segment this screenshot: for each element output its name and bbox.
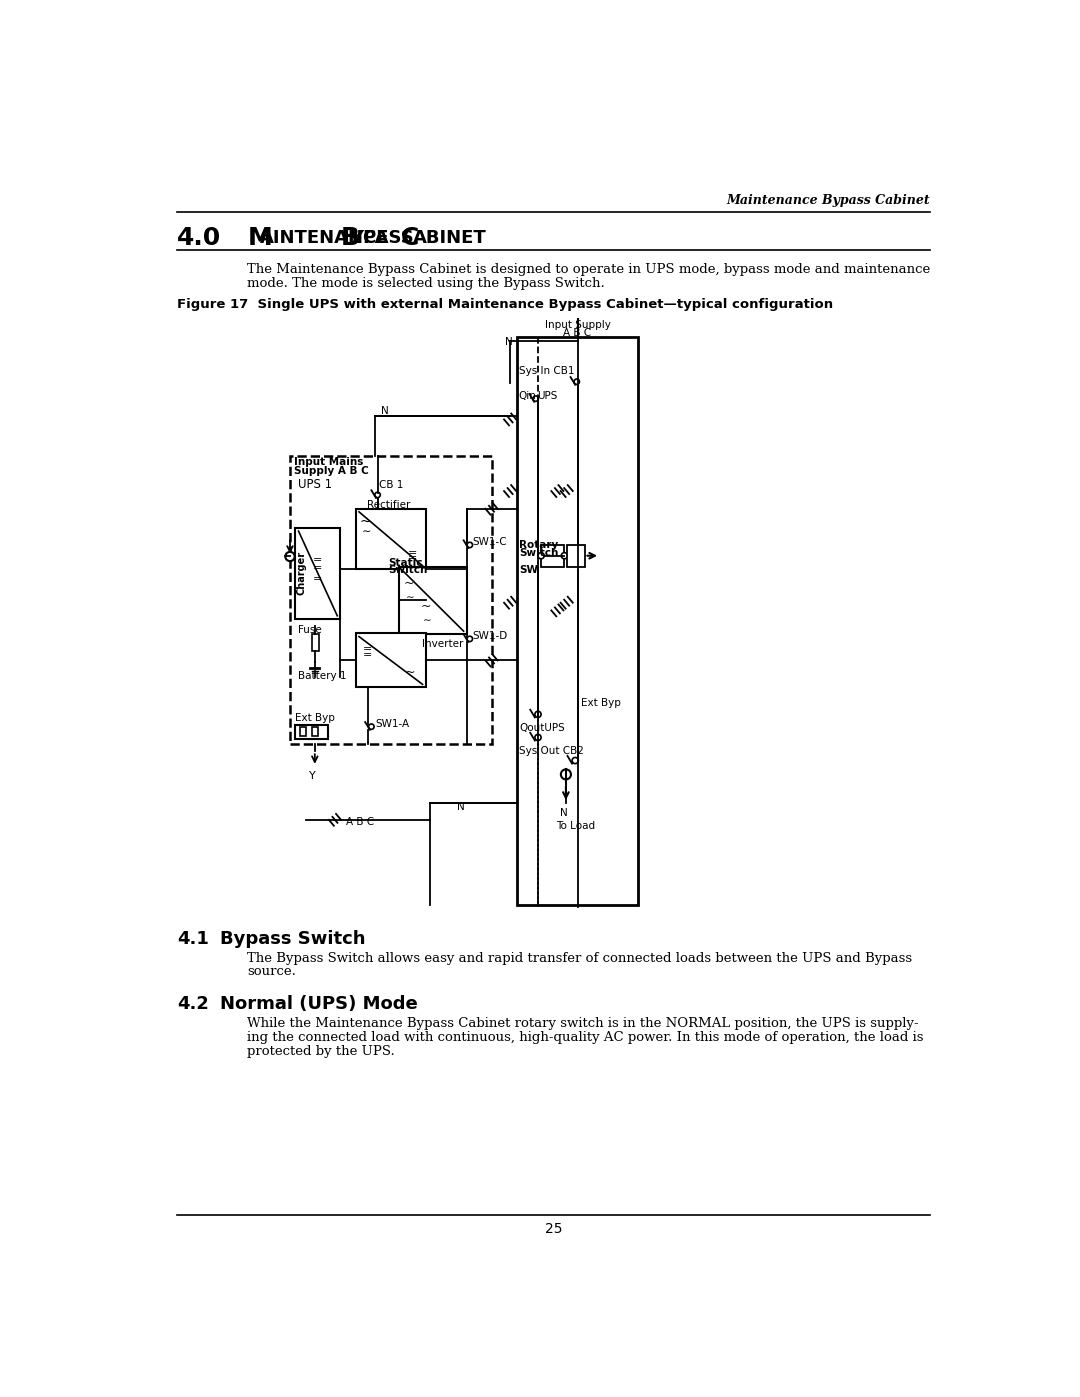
- Text: N: N: [381, 407, 389, 416]
- Circle shape: [561, 770, 571, 780]
- Text: ~: ~: [403, 577, 414, 590]
- Circle shape: [575, 379, 580, 384]
- Bar: [296, 528, 340, 619]
- Text: 4.0: 4.0: [177, 226, 221, 250]
- Text: The Maintenance Bypass Cabinet is designed to operate in UPS mode, bypass mode a: The Maintenance Bypass Cabinet is design…: [247, 263, 931, 275]
- Text: N: N: [505, 337, 513, 346]
- Text: =: =: [408, 548, 417, 557]
- Text: =: =: [313, 574, 323, 584]
- Text: Switch: Switch: [389, 566, 428, 576]
- Text: Input Supply: Input Supply: [544, 320, 610, 331]
- Text: Bypass Switch: Bypass Switch: [220, 930, 366, 949]
- Text: SW1-A: SW1-A: [375, 718, 409, 729]
- Text: protected by the UPS.: protected by the UPS.: [247, 1045, 395, 1058]
- Text: Switch: Switch: [519, 549, 558, 559]
- Circle shape: [467, 542, 473, 548]
- Text: Sys In CB1: Sys In CB1: [518, 366, 575, 376]
- Circle shape: [532, 395, 539, 401]
- Text: =: =: [408, 553, 417, 563]
- Text: Maintenance Bypass Cabinet: Maintenance Bypass Cabinet: [727, 194, 930, 207]
- Text: 4.1: 4.1: [177, 930, 208, 949]
- Text: A B C: A B C: [346, 817, 374, 827]
- Circle shape: [535, 711, 541, 718]
- Text: =: =: [313, 563, 323, 573]
- Text: ~: ~: [360, 515, 372, 529]
- Text: While the Maintenance Bypass Cabinet rotary switch is in the NORMAL position, th: While the Maintenance Bypass Cabinet rot…: [247, 1017, 919, 1030]
- Text: UPS: UPS: [537, 391, 557, 401]
- Bar: [300, 728, 307, 736]
- Text: B: B: [340, 226, 360, 250]
- Bar: [356, 633, 426, 687]
- Circle shape: [375, 492, 380, 497]
- Text: N: N: [457, 802, 464, 812]
- Text: Normal (UPS) Mode: Normal (UPS) Mode: [220, 996, 418, 1013]
- Circle shape: [368, 724, 374, 729]
- Text: SW: SW: [519, 564, 539, 574]
- Text: 4.2: 4.2: [177, 996, 208, 1013]
- Text: 25: 25: [544, 1222, 563, 1236]
- Text: N: N: [561, 807, 568, 817]
- Bar: [399, 567, 467, 634]
- Text: C: C: [401, 226, 419, 250]
- Bar: [291, 457, 491, 743]
- Text: Static: Static: [389, 557, 423, 567]
- Text: Rotary: Rotary: [519, 539, 558, 550]
- Text: =: =: [363, 650, 373, 659]
- Text: $\sim$: $\sim$: [403, 590, 415, 599]
- Bar: [296, 725, 328, 739]
- Bar: [567, 545, 584, 567]
- Text: UPS 1: UPS 1: [298, 478, 332, 492]
- Text: To Load: To Load: [556, 821, 595, 831]
- Text: ~: ~: [405, 665, 416, 679]
- Text: YPASS: YPASS: [350, 229, 415, 247]
- Text: Fuse: Fuse: [298, 624, 322, 634]
- Bar: [541, 545, 565, 567]
- Text: ABINET: ABINET: [413, 229, 486, 247]
- Text: SW1-C: SW1-C: [472, 536, 507, 546]
- Text: QoutUPS: QoutUPS: [519, 724, 565, 733]
- Text: ~: ~: [420, 601, 431, 613]
- Text: =: =: [313, 556, 323, 566]
- Text: A B C: A B C: [564, 328, 592, 338]
- Text: Supply A B C: Supply A B C: [294, 467, 368, 476]
- Circle shape: [572, 757, 578, 764]
- Text: Ext Byp: Ext Byp: [296, 714, 335, 724]
- Circle shape: [562, 553, 567, 559]
- Circle shape: [535, 735, 541, 740]
- Bar: [356, 509, 426, 569]
- Text: ing the connected load with continuous, high-quality AC power. In this mode of o: ing the connected load with continuous, …: [247, 1031, 923, 1044]
- Circle shape: [467, 636, 473, 641]
- Text: Charger: Charger: [297, 552, 307, 595]
- Text: CB 1: CB 1: [379, 481, 404, 490]
- Text: Figure 17  Single UPS with external Maintenance Bypass Cabinet—typical configura: Figure 17 Single UPS with external Maint…: [177, 298, 833, 312]
- Text: source.: source.: [247, 965, 296, 978]
- Text: Sys Out CB2: Sys Out CB2: [519, 746, 584, 756]
- Text: mode. The mode is selected using the Bypass Switch.: mode. The mode is selected using the Byp…: [247, 277, 605, 289]
- Text: $\sim$: $\sim$: [420, 613, 431, 623]
- Text: =: =: [363, 644, 373, 654]
- Text: Ext Byp: Ext Byp: [581, 697, 621, 708]
- Bar: [517, 337, 638, 904]
- Text: $\sim$: $\sim$: [359, 527, 372, 536]
- Text: The Bypass Switch allows easy and rapid transfer of connected loads between the : The Bypass Switch allows easy and rapid …: [247, 951, 913, 964]
- Text: M: M: [247, 226, 272, 250]
- Text: Battery 1: Battery 1: [298, 671, 347, 680]
- Text: Inverter: Inverter: [422, 638, 463, 648]
- Circle shape: [285, 552, 295, 562]
- Text: Input Mains: Input Mains: [294, 457, 363, 467]
- Bar: [312, 634, 319, 651]
- Circle shape: [538, 553, 544, 559]
- Text: AINTENANCE: AINTENANCE: [260, 229, 389, 247]
- Text: Rectifier: Rectifier: [367, 500, 410, 510]
- Bar: [312, 728, 318, 736]
- Text: Qin: Qin: [518, 391, 537, 401]
- Text: SW1-D: SW1-D: [472, 631, 508, 641]
- Text: Y: Y: [309, 771, 315, 781]
